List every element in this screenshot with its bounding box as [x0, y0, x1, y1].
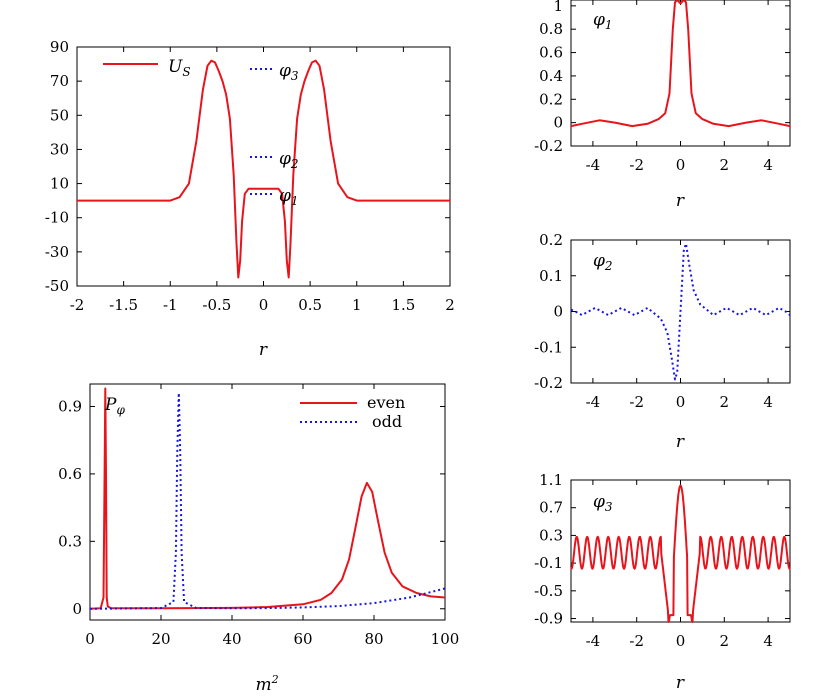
y-tick-label: 1.1 — [539, 471, 563, 489]
y-tick-label: 0.2 — [539, 231, 563, 249]
x-tick-label: 40 — [222, 630, 241, 648]
y-tick-label: 0 — [72, 600, 82, 618]
series-line-3 — [570, 484, 791, 623]
chart-phi2: -4 -2 0 2 4 -0.2 -0.1 0 0.1 0.2 r φ2 — [534, 231, 791, 452]
y-tick-label: -0.5 — [534, 582, 563, 600]
x-tick-label: 20 — [151, 630, 170, 648]
x-tick-label: 2 — [720, 632, 730, 650]
x-tick-label: -2 — [629, 156, 644, 174]
chart-phi3: -4 -2 0 2 4 -0.9 -0.5 -0.1 0.3 0.7 1.1 r φ3 — [534, 471, 791, 693]
series-line-even — [89, 387, 446, 610]
y-tick-label: 10 — [50, 175, 69, 193]
x-tick-label: -2 — [70, 296, 85, 314]
chart-phi1: -4 -2 0 2 4 -0.2 0 0.2 0.4 0.6 0.8 1 r φ1 — [534, 0, 791, 211]
x-tick-label: 0 — [676, 632, 686, 650]
level-label-phi1: φ1 — [279, 186, 299, 208]
x-tick-label: -1 — [163, 296, 178, 314]
y-tick-label: 0.6 — [58, 465, 82, 483]
y-tick-label: -50 — [45, 277, 69, 295]
panel-label-phi1: φ1 — [593, 10, 613, 32]
y-tick-label: 90 — [50, 38, 69, 56]
x-tick-label: 60 — [293, 630, 312, 648]
y-tick-label: -0.2 — [534, 137, 563, 155]
series-line-2 — [570, 242, 791, 381]
chart-probability: 0 20 40 60 80 100 0 0.3 0.6 0.9 m2 Pφ even odd — [58, 383, 460, 695]
x-tick-label: 100 — [431, 630, 460, 648]
x-tick-label: -2 — [629, 393, 644, 411]
y-tick-label: 0.2 — [539, 90, 563, 108]
y-tick-label: 0 — [553, 303, 563, 321]
x-tick-label: 2 — [445, 296, 455, 314]
y-tick-label: -10 — [45, 209, 69, 227]
x-tick-label: 0 — [259, 296, 269, 314]
level-markers: φ3 φ2 φ1 — [250, 61, 299, 208]
x-tick-label: -4 — [586, 632, 601, 650]
y-tick-label: -0.1 — [534, 338, 563, 356]
x-axis-label: r — [676, 432, 685, 452]
x-tick-label: 2 — [720, 393, 730, 411]
y-tick-label: 0.1 — [539, 267, 563, 285]
y-tick-label: -0.9 — [534, 610, 563, 628]
y-tick-label: 0.4 — [539, 67, 563, 85]
x-tick-label: -1.5 — [109, 296, 138, 314]
y-tick-label: 0.3 — [58, 532, 82, 550]
x-tick-label: 0 — [85, 630, 95, 648]
y-tick-label: 0.3 — [539, 526, 563, 544]
x-tick-label: 1.5 — [391, 296, 415, 314]
x-tick-label: 0 — [676, 393, 686, 411]
x-tick-label: 4 — [763, 632, 773, 650]
x-tick-label: -2 — [629, 632, 644, 650]
x-tick-label: 0 — [676, 156, 686, 174]
x-tick-label: -4 — [586, 156, 601, 174]
y-tick-label: 0.7 — [539, 499, 563, 517]
x-tick-label: -4 — [586, 393, 601, 411]
chart-potential: -2 -1.5 -1 -0.5 0 0.5 1 1.5 2 -50 -30 -10 10 30 50 70 90… — [45, 38, 455, 360]
x-axis-label: r — [259, 340, 268, 360]
y-tick-label: 0.6 — [539, 44, 563, 62]
y-tick-label: 70 — [50, 72, 69, 90]
legend: US — [103, 57, 191, 79]
x-tick-label: 1 — [352, 296, 362, 314]
legend-label-odd: odd — [372, 412, 402, 431]
y-tick-label: 0.8 — [539, 20, 563, 38]
level-label-phi3: φ3 — [279, 61, 299, 83]
series-line-us — [77, 59, 450, 279]
x-axis-label: m2 — [255, 673, 278, 695]
y-tick-label: -30 — [45, 243, 69, 261]
x-tick-label: -0.5 — [202, 296, 231, 314]
legend: even odd — [300, 393, 405, 431]
legend-label-even: even — [367, 393, 405, 412]
y-tick-label: 50 — [50, 106, 69, 124]
y-tick-label: -0.2 — [534, 374, 563, 392]
plot-frame — [89, 383, 446, 621]
y-tick-label: 1 — [553, 0, 563, 15]
x-tick-label: 80 — [364, 630, 383, 648]
plot-frame — [76, 46, 451, 287]
y-tick-label: 30 — [50, 140, 69, 158]
x-axis-label: r — [676, 673, 685, 693]
series-line-odd — [89, 392, 446, 610]
series-line-1 — [570, 0, 791, 128]
y-tick-label: 0.9 — [58, 397, 82, 415]
panel-label-phi3: φ3 — [593, 492, 613, 514]
y-tick-label: -0.1 — [534, 554, 563, 572]
x-axis-label: r — [676, 191, 685, 211]
x-tick-label: 2 — [720, 156, 730, 174]
panel-label-phi2: φ2 — [593, 251, 613, 273]
y-tick-label: 0 — [553, 114, 563, 132]
x-tick-label: 4 — [763, 156, 773, 174]
legend-label-us: US — [168, 57, 191, 79]
y-axis-label: Pφ — [104, 395, 125, 417]
x-tick-label: 4 — [763, 393, 773, 411]
x-tick-label: 0.5 — [298, 296, 322, 314]
